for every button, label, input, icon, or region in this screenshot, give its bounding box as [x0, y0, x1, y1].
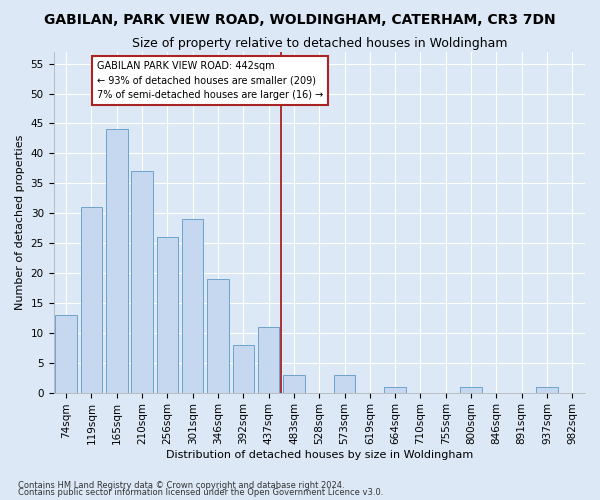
Bar	[258, 327, 280, 392]
Title: Size of property relative to detached houses in Woldingham: Size of property relative to detached ho…	[131, 38, 507, 51]
Text: GABILAN, PARK VIEW ROAD, WOLDINGHAM, CATERHAM, CR3 7DN: GABILAN, PARK VIEW ROAD, WOLDINGHAM, CAT…	[44, 12, 556, 26]
Bar	[157, 237, 178, 392]
Bar	[106, 130, 128, 392]
Bar	[182, 219, 203, 392]
Bar	[131, 172, 153, 392]
Text: GABILAN PARK VIEW ROAD: 442sqm
← 93% of detached houses are smaller (209)
7% of : GABILAN PARK VIEW ROAD: 442sqm ← 93% of …	[97, 60, 323, 100]
Bar	[283, 374, 305, 392]
Bar	[460, 386, 482, 392]
Y-axis label: Number of detached properties: Number of detached properties	[15, 134, 25, 310]
X-axis label: Distribution of detached houses by size in Woldingham: Distribution of detached houses by size …	[166, 450, 473, 460]
Bar	[385, 386, 406, 392]
Bar	[81, 207, 102, 392]
Bar	[334, 374, 355, 392]
Bar	[207, 279, 229, 392]
Bar	[536, 386, 558, 392]
Bar	[55, 315, 77, 392]
Text: Contains public sector information licensed under the Open Government Licence v3: Contains public sector information licen…	[18, 488, 383, 497]
Text: Contains HM Land Registry data © Crown copyright and database right 2024.: Contains HM Land Registry data © Crown c…	[18, 480, 344, 490]
Bar	[233, 344, 254, 393]
